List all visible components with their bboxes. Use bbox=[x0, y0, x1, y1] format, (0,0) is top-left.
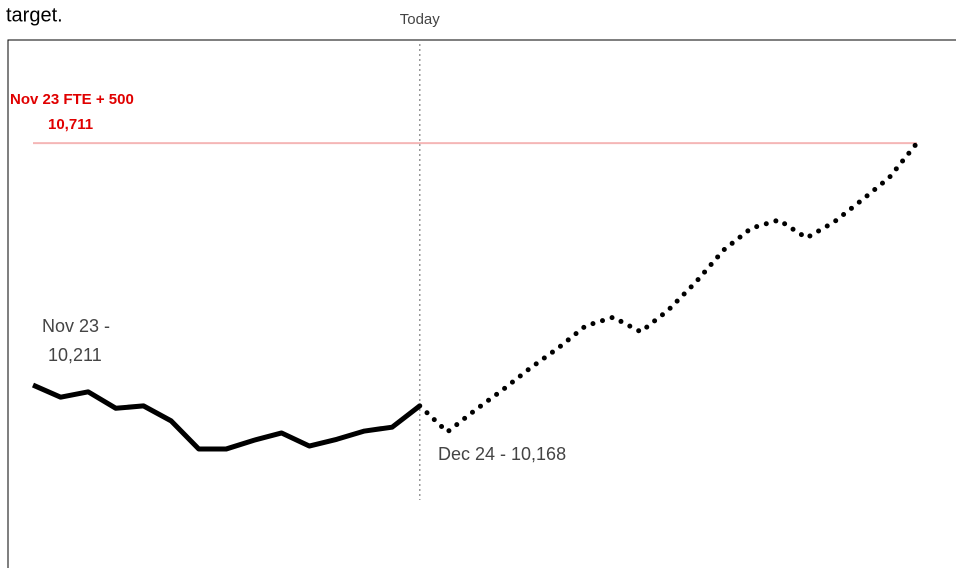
today-label: Today bbox=[400, 11, 441, 28]
target-value: 10,711 bbox=[48, 116, 93, 133]
forecast-line bbox=[417, 140, 920, 435]
end-annotation: Dec 24 - 10,168 bbox=[438, 444, 566, 464]
start-annotation: 10,211 bbox=[48, 345, 102, 365]
target-label: Nov 23 FTE + 500 bbox=[10, 91, 134, 108]
plot-frame bbox=[7, 39, 956, 568]
start-annotation: Nov 23 - bbox=[42, 316, 110, 336]
header-text: target. bbox=[6, 4, 63, 26]
actual-line bbox=[31, 382, 422, 452]
